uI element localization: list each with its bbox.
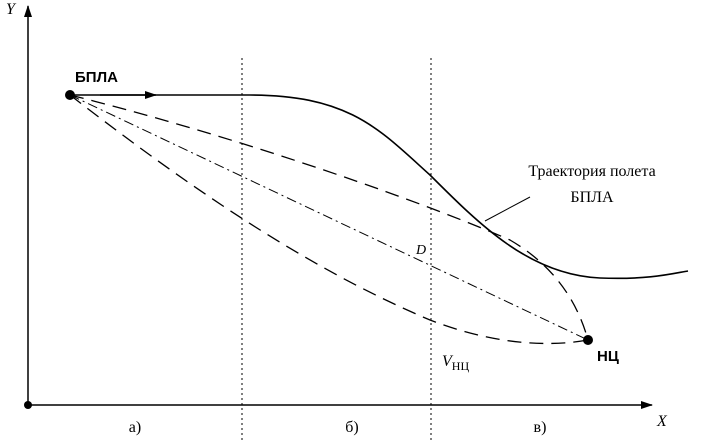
velocity-label: VНЦ <box>442 353 469 373</box>
velocity-symbol: V <box>442 353 454 370</box>
zone-label: в) <box>534 419 547 436</box>
uav-point <box>65 90 75 100</box>
trajectory-label: БПЛА <box>570 189 614 206</box>
uav-trajectory <box>70 94 689 280</box>
origin <box>24 401 32 409</box>
trajectory-label: Траектория полета <box>528 163 655 180</box>
y-axis-label: Y <box>6 1 17 18</box>
target-point <box>583 335 593 345</box>
line-of-sight <box>69 94 589 341</box>
callout-line <box>484 196 531 222</box>
zone-label: б) <box>345 419 358 436</box>
x-axis-label: X <box>656 413 668 430</box>
distance-label: D <box>415 243 426 258</box>
zone-label: а) <box>129 419 141 436</box>
target-label: НЦ <box>597 348 619 365</box>
velocity-subscript: НЦ <box>452 359 470 373</box>
uav-label: БПЛА <box>75 69 118 86</box>
approach-path <box>69 94 589 345</box>
approach-path <box>69 94 589 341</box>
